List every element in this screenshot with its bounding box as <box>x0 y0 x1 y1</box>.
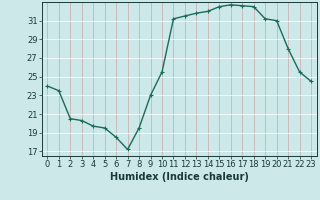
X-axis label: Humidex (Indice chaleur): Humidex (Indice chaleur) <box>110 172 249 182</box>
